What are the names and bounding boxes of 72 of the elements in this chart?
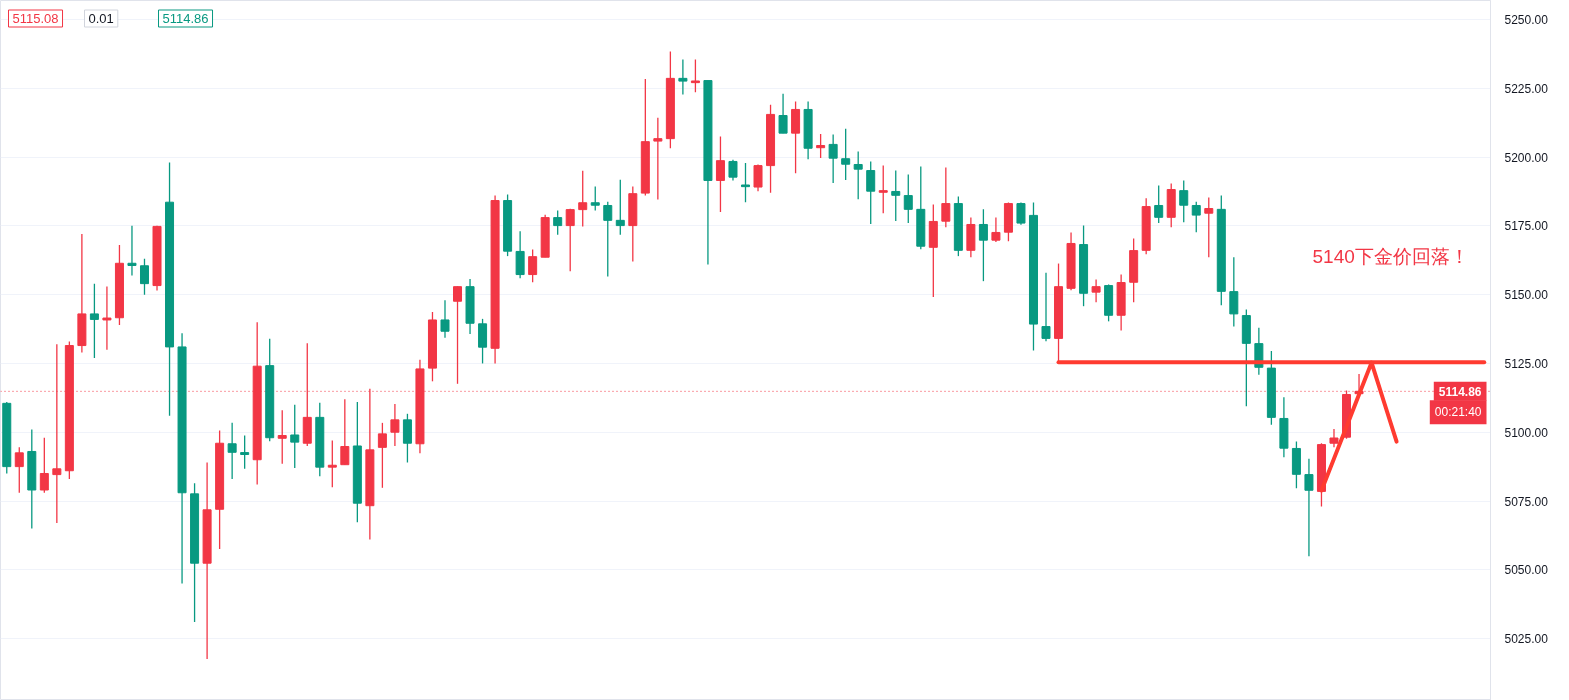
candlestick — [1191, 200, 1201, 233]
candlestick — [690, 58, 700, 93]
candlestick — [678, 58, 688, 96]
candlestick — [653, 117, 663, 201]
candlestick — [991, 216, 1001, 243]
y-tick-label: 5200.00 — [1504, 150, 1549, 165]
candlestick — [1154, 184, 1164, 224]
candlestick — [139, 258, 149, 296]
candlestick — [590, 185, 600, 212]
candlestick — [402, 413, 412, 464]
candlestick — [1204, 196, 1214, 258]
annotation: 5114.86 — [162, 11, 209, 26]
candlestick — [478, 318, 488, 365]
candlestick — [841, 128, 851, 181]
candlestick — [565, 208, 575, 272]
y-tick-label: 5125.00 — [1504, 356, 1549, 371]
candlestick — [1091, 278, 1101, 303]
candlestick — [440, 299, 450, 339]
annotation: 00:21:40 — [1434, 405, 1482, 420]
annotation: 0.01 — [88, 11, 114, 26]
candlestick — [528, 248, 538, 283]
candlestick — [453, 285, 463, 385]
candlestick — [740, 162, 751, 203]
y-tick-label: 5100.00 — [1504, 425, 1549, 440]
y-tick-label: 5025.00 — [1504, 632, 1549, 647]
candlestick — [1179, 179, 1189, 223]
candlestick — [39, 437, 49, 494]
candlestick — [127, 225, 137, 277]
candlestick — [615, 178, 625, 236]
candlestick — [828, 133, 838, 184]
candlestick — [1229, 256, 1239, 328]
candlestick — [866, 160, 876, 225]
y-tick-label: 5175.00 — [1504, 219, 1549, 234]
candlestick — [102, 285, 112, 351]
candlestick — [515, 230, 525, 279]
candlestick — [377, 422, 387, 489]
candlestick — [14, 446, 24, 494]
ref-line-label: 5114.86 — [1438, 384, 1482, 399]
candlestick — [327, 439, 337, 488]
candlestick — [227, 422, 237, 480]
candlestick — [89, 282, 99, 359]
candlestick — [753, 163, 763, 192]
candlestick — [816, 133, 826, 159]
candlestick — [1304, 457, 1314, 557]
candlestick — [978, 208, 988, 282]
candlestick — [340, 398, 350, 466]
y-tick-label: 5225.00 — [1504, 81, 1549, 96]
candlestick — [603, 200, 613, 278]
y-tick-label: 5250.00 — [1504, 12, 1549, 27]
candlestick — [791, 100, 801, 174]
candlestick — [728, 159, 738, 182]
candlestick — [578, 170, 588, 228]
candlestick — [903, 173, 913, 224]
candlestick — [778, 93, 788, 134]
y-tick-label: 5050.00 — [1504, 563, 1549, 578]
candlestick — [240, 434, 250, 470]
y-tick-label: 5150.00 — [1504, 288, 1549, 303]
candlestick — [1329, 428, 1339, 449]
candlestick — [715, 135, 725, 213]
candlestick — [1041, 271, 1051, 342]
candlestick — [891, 169, 901, 222]
candlestick — [941, 166, 951, 228]
candlestick — [553, 209, 563, 236]
candlestick — [277, 409, 287, 465]
y-tick-label: 5075.00 — [1504, 494, 1549, 509]
candlestick — [1016, 201, 1026, 226]
annotation: 5115.08 — [12, 11, 59, 26]
candlestick — [290, 404, 300, 469]
candlestick — [878, 164, 888, 214]
candlestick — [853, 150, 863, 200]
candlestick — [390, 403, 400, 447]
annotation: 5140下金价回落！ — [1312, 246, 1469, 267]
